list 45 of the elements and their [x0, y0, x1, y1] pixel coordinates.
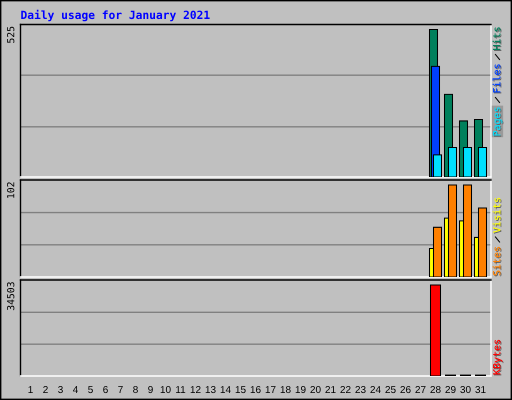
bar [462, 184, 472, 277]
bar [448, 184, 458, 277]
x-tick-label: 21 [325, 386, 336, 393]
x-tick-label: 30 [460, 386, 471, 394]
x-tick-label: 20 [310, 386, 321, 394]
x-tick-label: 16 [250, 386, 261, 394]
x-tick-label: 6 [103, 386, 108, 394]
x-tick-label: 4 [72, 386, 78, 393]
text: 525 [6, 26, 14, 43]
text: Pages [492, 107, 504, 137]
x-tick-label: 29 [445, 386, 456, 394]
x-tick-label: 7 [118, 386, 123, 393]
x-tick-label: 14 [220, 386, 231, 393]
x-tick-label: 1 [28, 386, 33, 393]
chart-title: Daily usage for January 2021 [21, 10, 210, 22]
text: Sites [492, 246, 502, 276]
x-tick-label: 26 [400, 386, 411, 394]
bar [478, 207, 488, 277]
x-tick-label: 10 [160, 386, 171, 394]
x-tick-label: 12 [190, 386, 201, 393]
x-tick-label: 27 [415, 386, 426, 393]
text: Hits [492, 27, 502, 51]
x-tick-label: 3 [58, 386, 63, 394]
x-tick-label: 25 [385, 386, 396, 394]
x-tick-label: 22 [340, 386, 351, 393]
x-tick-label: 13 [206, 386, 216, 394]
x-tick-label: 15 [236, 386, 246, 394]
text: Visits [492, 198, 502, 234]
x-tick-label: 2 [43, 386, 48, 393]
text: Files [492, 64, 502, 94]
text: 34503 [6, 282, 14, 310]
x-tick-label: 28 [430, 386, 441, 394]
x-tick-label: 5 [88, 386, 93, 394]
x-tick-label: 17 [266, 386, 276, 393]
x-tick-label: 19 [296, 386, 306, 394]
x-tick-label: 24 [370, 386, 381, 393]
x-tick-label: 11 [176, 386, 186, 393]
x-tick-label: 8 [133, 386, 138, 394]
text: KBytes [492, 340, 504, 376]
x-tick-label: 23 [355, 386, 366, 394]
x-tick-label: 9 [148, 386, 153, 394]
x-tick-label: 18 [280, 386, 291, 394]
text: 102 [6, 182, 14, 198]
x-tick-label: 31 [475, 386, 486, 394]
bar [432, 226, 442, 277]
